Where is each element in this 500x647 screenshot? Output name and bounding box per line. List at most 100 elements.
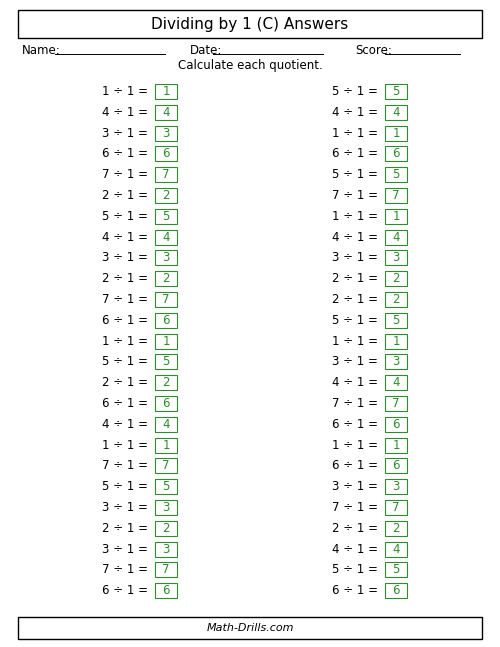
FancyBboxPatch shape [155,146,177,161]
FancyBboxPatch shape [385,562,407,577]
Text: 1 ÷ 1 =: 1 ÷ 1 = [332,334,378,347]
FancyBboxPatch shape [155,271,177,286]
Text: 1: 1 [162,334,170,347]
FancyBboxPatch shape [155,188,177,203]
FancyBboxPatch shape [155,209,177,224]
Text: 4: 4 [162,418,170,431]
Text: 7: 7 [392,189,400,202]
FancyBboxPatch shape [155,334,177,349]
Text: 7 ÷ 1 =: 7 ÷ 1 = [332,501,378,514]
Text: 7: 7 [162,459,170,472]
Text: 2 ÷ 1 =: 2 ÷ 1 = [102,376,148,389]
Text: 7 ÷ 1 =: 7 ÷ 1 = [332,189,378,202]
Text: 6: 6 [162,148,170,160]
Text: 1 ÷ 1 =: 1 ÷ 1 = [332,210,378,223]
Text: 5 ÷ 1 =: 5 ÷ 1 = [102,480,148,493]
FancyBboxPatch shape [385,479,407,494]
Text: 6: 6 [162,397,170,410]
Text: 3: 3 [392,355,400,368]
FancyBboxPatch shape [385,292,407,307]
Text: Dividing by 1 (C) Answers: Dividing by 1 (C) Answers [152,17,348,32]
Text: 4: 4 [392,543,400,556]
Text: 6: 6 [392,584,400,597]
Text: 6 ÷ 1 =: 6 ÷ 1 = [102,584,148,597]
Text: 3 ÷ 1 =: 3 ÷ 1 = [102,501,148,514]
FancyBboxPatch shape [155,417,177,432]
Text: 2 ÷ 1 =: 2 ÷ 1 = [102,272,148,285]
Text: 1 ÷ 1 =: 1 ÷ 1 = [332,439,378,452]
FancyBboxPatch shape [385,271,407,286]
FancyBboxPatch shape [155,396,177,411]
Text: 1 ÷ 1 =: 1 ÷ 1 = [102,439,148,452]
Text: 3: 3 [162,252,170,265]
FancyBboxPatch shape [155,583,177,598]
FancyBboxPatch shape [155,355,177,369]
Text: 3 ÷ 1 =: 3 ÷ 1 = [102,127,148,140]
Text: 6 ÷ 1 =: 6 ÷ 1 = [102,397,148,410]
Text: 4 ÷ 1 =: 4 ÷ 1 = [332,106,378,119]
FancyBboxPatch shape [385,167,407,182]
Text: 7 ÷ 1 =: 7 ÷ 1 = [102,564,148,576]
FancyBboxPatch shape [155,292,177,307]
Text: 3 ÷ 1 =: 3 ÷ 1 = [332,355,378,368]
FancyBboxPatch shape [385,355,407,369]
Text: 4 ÷ 1 =: 4 ÷ 1 = [102,230,148,244]
FancyBboxPatch shape [385,500,407,515]
Text: 5 ÷ 1 =: 5 ÷ 1 = [332,168,378,181]
FancyBboxPatch shape [385,313,407,328]
Text: 2 ÷ 1 =: 2 ÷ 1 = [332,293,378,306]
FancyBboxPatch shape [385,209,407,224]
Text: 7 ÷ 1 =: 7 ÷ 1 = [102,459,148,472]
Text: 4: 4 [392,230,400,244]
FancyBboxPatch shape [18,617,482,639]
Text: 4 ÷ 1 =: 4 ÷ 1 = [102,106,148,119]
Text: 6 ÷ 1 =: 6 ÷ 1 = [332,584,378,597]
Text: 5: 5 [392,314,400,327]
Text: 7: 7 [162,293,170,306]
FancyBboxPatch shape [385,334,407,349]
Text: 3 ÷ 1 =: 3 ÷ 1 = [332,252,378,265]
FancyBboxPatch shape [155,167,177,182]
Text: 1: 1 [392,127,400,140]
Text: 2: 2 [392,293,400,306]
Text: 3: 3 [392,252,400,265]
FancyBboxPatch shape [385,417,407,432]
Text: 7 ÷ 1 =: 7 ÷ 1 = [102,168,148,181]
Text: 7 ÷ 1 =: 7 ÷ 1 = [102,293,148,306]
FancyBboxPatch shape [18,10,482,38]
Text: 7 ÷ 1 =: 7 ÷ 1 = [332,397,378,410]
Text: 2: 2 [392,272,400,285]
FancyBboxPatch shape [385,105,407,120]
Text: 5 ÷ 1 =: 5 ÷ 1 = [332,85,378,98]
FancyBboxPatch shape [385,84,407,99]
Text: 2: 2 [162,376,170,389]
Text: 4: 4 [392,106,400,119]
FancyBboxPatch shape [385,188,407,203]
Text: 2: 2 [162,521,170,535]
Text: 1: 1 [162,85,170,98]
Text: 2: 2 [162,272,170,285]
Text: 1 ÷ 1 =: 1 ÷ 1 = [332,127,378,140]
Text: 6: 6 [392,418,400,431]
Text: 7: 7 [392,501,400,514]
Text: 5 ÷ 1 =: 5 ÷ 1 = [332,314,378,327]
Text: 6: 6 [162,314,170,327]
Text: 3 ÷ 1 =: 3 ÷ 1 = [102,252,148,265]
Text: 7: 7 [392,397,400,410]
FancyBboxPatch shape [155,459,177,474]
FancyBboxPatch shape [155,542,177,556]
Text: 4: 4 [162,230,170,244]
Text: 4 ÷ 1 =: 4 ÷ 1 = [102,418,148,431]
FancyBboxPatch shape [385,459,407,474]
FancyBboxPatch shape [155,500,177,515]
Text: 3: 3 [162,543,170,556]
Text: Name:: Name: [22,43,61,56]
Text: 6: 6 [162,584,170,597]
Text: 6 ÷ 1 =: 6 ÷ 1 = [332,459,378,472]
FancyBboxPatch shape [155,375,177,390]
Text: 7: 7 [162,564,170,576]
Text: 2 ÷ 1 =: 2 ÷ 1 = [102,189,148,202]
Text: 4 ÷ 1 =: 4 ÷ 1 = [332,376,378,389]
Text: 2 ÷ 1 =: 2 ÷ 1 = [332,521,378,535]
Text: 1 ÷ 1 =: 1 ÷ 1 = [102,85,148,98]
